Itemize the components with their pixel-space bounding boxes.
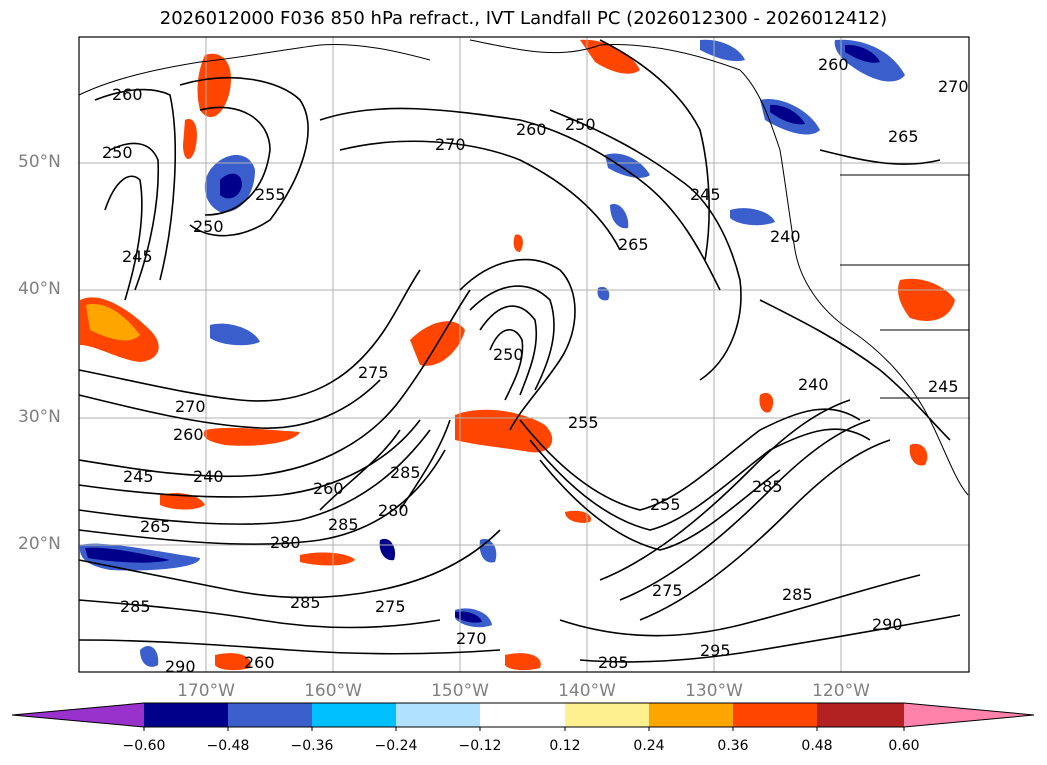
contour-label: 285 xyxy=(120,597,151,616)
contour-label: 290 xyxy=(872,615,903,634)
contour-label: 270 xyxy=(938,77,969,96)
contour-label: 240 xyxy=(798,375,829,394)
contour-label: 250 xyxy=(193,217,224,236)
lon-label: 130°W xyxy=(685,681,743,701)
contour-label: 260 xyxy=(313,479,344,498)
colorbar-tick-label: −0.24 xyxy=(375,738,418,754)
colorbar-tick-label: 0.36 xyxy=(717,738,748,754)
colorbar-tick-label: −0.36 xyxy=(291,738,334,754)
contour-label: 275 xyxy=(375,597,406,616)
contour-label: 295 xyxy=(700,641,731,660)
contour-label: 240 xyxy=(193,467,224,486)
contour-label: 245 xyxy=(928,377,959,396)
colorbar-swatch xyxy=(817,703,904,727)
colorbar-swatch xyxy=(649,703,734,727)
contour-label: 285 xyxy=(290,593,321,612)
contour-label: 250 xyxy=(565,115,596,134)
lat-label: 40°N xyxy=(18,279,61,299)
lat-label: 20°N xyxy=(18,534,61,554)
contour-label: 265 xyxy=(888,127,919,146)
colorbar-tick-label: −0.48 xyxy=(207,738,250,754)
contour-label: 255 xyxy=(255,185,286,204)
contour-label: 260 xyxy=(818,55,849,74)
colorbar-swatch xyxy=(733,703,818,727)
contour-label: 260 xyxy=(112,85,143,104)
contour-label: 240 xyxy=(770,227,801,246)
contour-label: 285 xyxy=(752,477,783,496)
lon-label: 160°W xyxy=(304,681,362,701)
contour-label: 280 xyxy=(270,533,301,552)
colorbar-tick-label: 0.60 xyxy=(888,738,919,754)
contour-label: 250 xyxy=(102,143,133,162)
contour-label: 245 xyxy=(690,185,721,204)
contour-label: 285 xyxy=(782,585,813,604)
contour-label: 260 xyxy=(173,425,204,444)
contour-label: 290 xyxy=(165,657,196,676)
contour-label: 275 xyxy=(652,581,683,600)
contour-label: 250 xyxy=(493,345,524,364)
contour-label: 270 xyxy=(456,629,487,648)
lat-label: 50°N xyxy=(18,152,61,172)
contour-label: 255 xyxy=(568,413,599,432)
colorbar-extend-low xyxy=(12,703,144,727)
contour-label: 285 xyxy=(598,653,629,672)
contour-label: 265 xyxy=(140,517,171,536)
colorbar-tick-label: 0.48 xyxy=(801,738,832,754)
lon-label: 170°W xyxy=(177,681,235,701)
contour-label: 245 xyxy=(122,247,153,266)
lon-label: 120°W xyxy=(812,681,870,701)
contour-label: 275 xyxy=(358,363,389,382)
contour-label: 285 xyxy=(390,463,421,482)
contour-label: 270 xyxy=(175,397,206,416)
contour-label: 245 xyxy=(123,467,154,486)
colorbar-swatch xyxy=(312,703,397,727)
contour-label: 255 xyxy=(650,495,681,514)
colorbar-swatch xyxy=(480,703,566,727)
contour-label: 260 xyxy=(516,120,547,139)
colorbar-swatch xyxy=(228,703,313,727)
lat-label: 30°N xyxy=(18,407,61,427)
colorbar-extend-high xyxy=(904,703,1034,727)
contour-label: 285 xyxy=(328,515,359,534)
colorbar-swatch xyxy=(565,703,650,727)
colorbar-tick-label: −0.60 xyxy=(123,738,166,754)
lon-label: 150°W xyxy=(431,681,489,701)
colorbar-tick-label: −0.12 xyxy=(459,738,502,754)
colorbar xyxy=(12,703,1034,731)
contour-label: 280 xyxy=(378,501,409,520)
contour-label: 270 xyxy=(435,135,466,154)
contour-label: 265 xyxy=(618,235,649,254)
colorbar-swatch xyxy=(396,703,481,727)
lon-label: 140°W xyxy=(558,681,616,701)
contour-label: 260 xyxy=(244,653,275,672)
colorbar-tick-label: 0.24 xyxy=(633,738,664,754)
colorbar-tick-label: 0.12 xyxy=(549,738,580,754)
colorbar-swatch xyxy=(144,703,229,727)
